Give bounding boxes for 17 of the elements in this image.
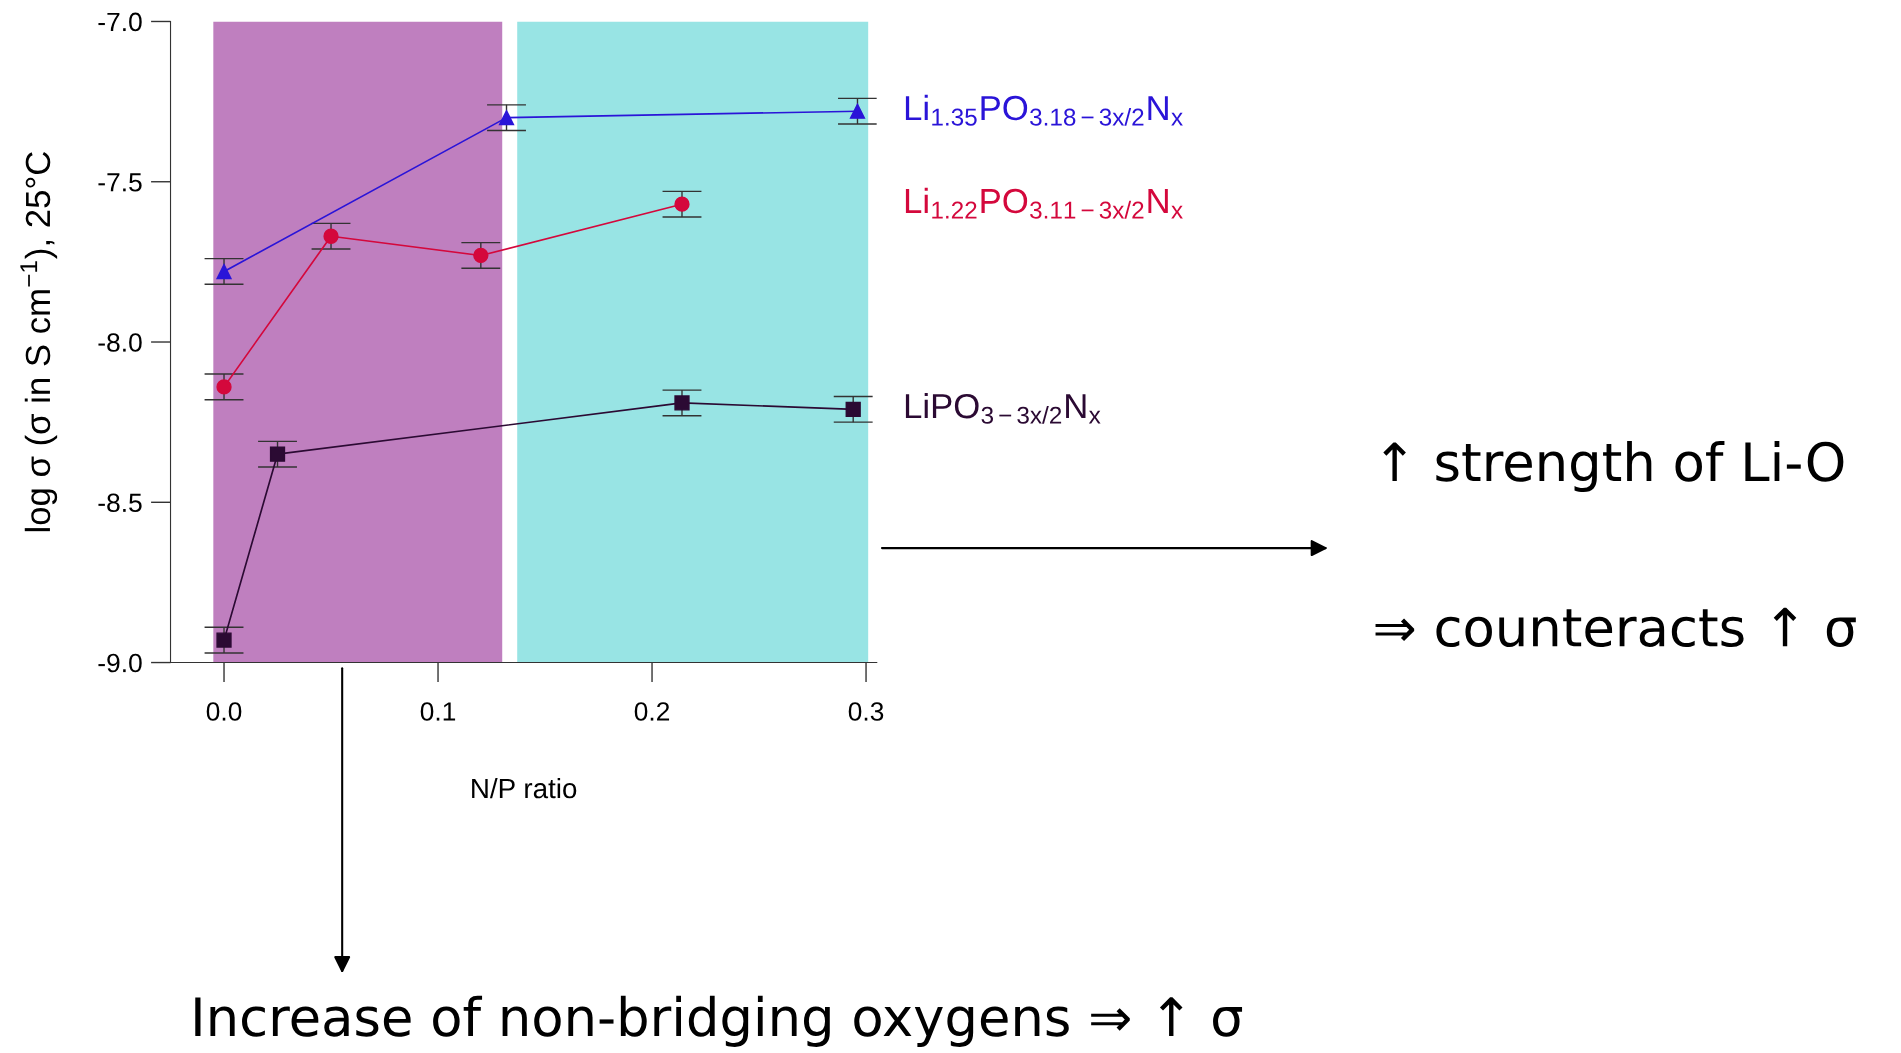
y-tick-label: -8.0 <box>98 333 142 352</box>
series-label: Li$_{1.35}$PO$_{3.18−3x/2}$N$_{x}$ <box>905 94 1183 126</box>
text: Increase of non-bridging oxygens ⇒ ↑ σ <box>195 995 1243 1047</box>
series-label: LiPO$_{3−3x/2}$N$_{x}$ <box>905 392 1101 424</box>
text: ↑ strength of Li-O <box>1383 440 1844 493</box>
x-tick-label: 0.3 <box>848 702 884 721</box>
text: ⇒ counteracts ↑ σ <box>1375 607 1856 648</box>
x-axis-title: N/P ratio <box>472 777 577 799</box>
x-tick-label: 0.2 <box>634 702 670 721</box>
x-tick-label: 0.0 <box>206 702 242 721</box>
x-tick-label: 0.1 <box>420 702 456 721</box>
y-tick-label: -7.5 <box>98 173 142 192</box>
text: Li$_{1.22}$PO$_{3.11−3x/2}$N$_{x}$ <box>905 187 1183 219</box>
y-axis-title: log σ (σ in S cm$^{−1}$), 25°C <box>20 151 58 532</box>
y-tick-label: -8.5 <box>98 493 142 513</box>
y-tick-label: -9.0 <box>98 653 142 673</box>
y-tick-label: -7.0 <box>98 12 142 32</box>
